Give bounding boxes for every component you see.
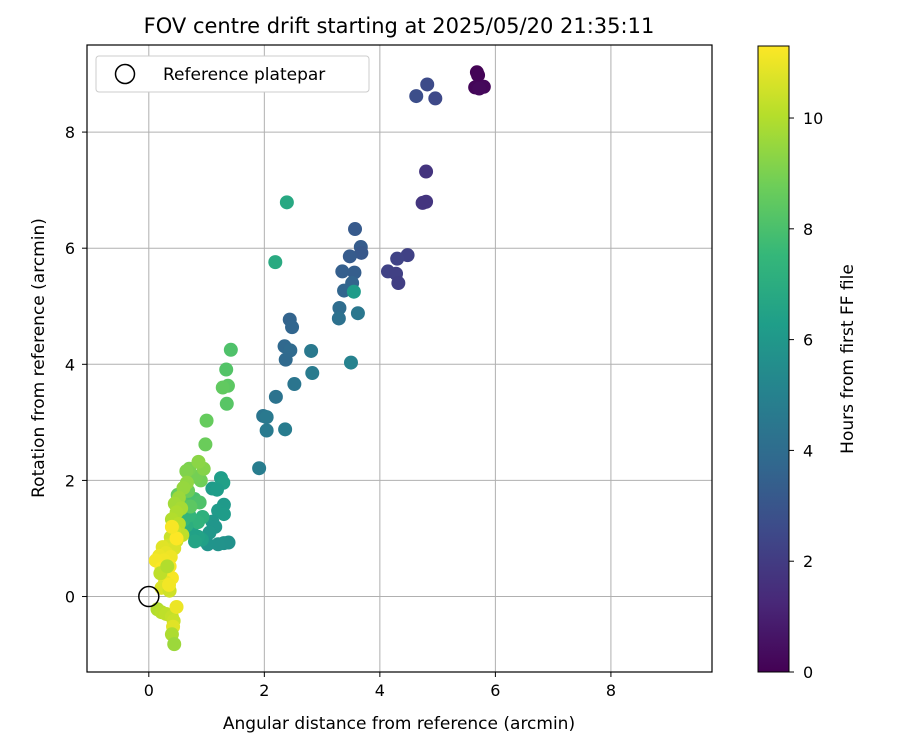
data-point (223, 342, 238, 357)
data-point (259, 410, 274, 425)
chart-title: FOV centre drift starting at 2025/05/20 … (144, 14, 655, 38)
legend: Reference platepar (95, 55, 370, 93)
colorbar-tick-label: 8 (803, 220, 813, 239)
data-point (390, 251, 405, 266)
colorbar-label: Hours from first FF file (838, 264, 858, 454)
data-point (419, 164, 434, 179)
data-point (342, 249, 357, 264)
y-axis-label: Rotation from reference (arcmin) (29, 218, 49, 498)
reference-platepar-marker (138, 585, 160, 608)
colorbar: 0 2 4 6 8 10 Hours from first FF file (757, 45, 858, 682)
colorbar-tick-label: 4 (803, 441, 813, 460)
data-point (285, 320, 300, 335)
data-point (160, 559, 175, 574)
colorbar-tick-label: 2 (803, 552, 813, 571)
reference-marker-layer (138, 585, 160, 608)
data-point (305, 366, 320, 381)
plot-area-frame (86, 44, 713, 673)
colorbar-tick-label: 10 (803, 109, 823, 128)
data-point (279, 195, 294, 210)
data-point (252, 461, 267, 476)
data-point (191, 454, 206, 469)
y-tick-label: 0 (65, 588, 75, 607)
data-point (216, 507, 231, 522)
data-point (409, 89, 424, 104)
y-tick-label: 8 (65, 123, 75, 142)
data-point (199, 413, 214, 428)
data-point (335, 264, 350, 279)
data-point (209, 482, 224, 497)
data-point (278, 422, 293, 437)
data-point (472, 81, 487, 96)
data-point (331, 311, 346, 326)
data-point (428, 91, 443, 106)
x-axis-label: Angular distance from reference (arcmin) (223, 714, 575, 734)
data-point (219, 362, 234, 377)
data-point (420, 77, 435, 92)
data-point (347, 265, 362, 280)
data-point (287, 377, 302, 392)
x-tick-label: 0 (144, 681, 154, 700)
legend-box (95, 55, 370, 93)
data-point (354, 245, 369, 260)
data-point (169, 599, 184, 614)
data-point (343, 355, 358, 370)
data-point (179, 464, 194, 479)
data-point (259, 423, 274, 438)
legend-entry-label: Reference platepar (163, 65, 325, 85)
data-point (198, 437, 213, 452)
data-point (188, 534, 203, 549)
x-tick-label: 6 (490, 681, 500, 700)
colorbar-ramp (757, 45, 790, 673)
data-point (268, 389, 283, 404)
legend-open-circle-icon (114, 63, 136, 85)
data-point (332, 300, 347, 315)
data-point (162, 577, 177, 592)
x-tick-label: 8 (606, 681, 616, 700)
colorbar-ticks: 0 2 4 6 8 10 (789, 109, 823, 682)
data-point (304, 343, 319, 358)
colorbar-tick-label: 6 (803, 331, 813, 350)
data-point (215, 380, 230, 395)
x-tick-label: 4 (375, 681, 385, 700)
x-tick-label: 2 (259, 681, 269, 700)
data-point (471, 68, 486, 83)
data-point (167, 637, 182, 652)
data-point (169, 531, 184, 546)
data-point (346, 284, 361, 299)
colorbar-tick-label: 0 (803, 663, 813, 682)
y-tick-label: 4 (65, 355, 75, 374)
grid-lines (87, 45, 712, 672)
data-point (348, 222, 363, 237)
data-point (219, 396, 234, 411)
data-point (278, 352, 293, 367)
data-point (419, 194, 434, 209)
data-point (350, 306, 365, 321)
data-point (391, 276, 406, 291)
data-point (268, 255, 283, 270)
scatter-points (148, 65, 491, 652)
axis-ticks: 0 2 4 6 8 0 2 4 6 8 (65, 123, 616, 700)
data-point (211, 537, 226, 552)
y-tick-label: 2 (65, 471, 75, 490)
data-point (164, 519, 179, 534)
y-tick-label: 6 (65, 239, 75, 258)
